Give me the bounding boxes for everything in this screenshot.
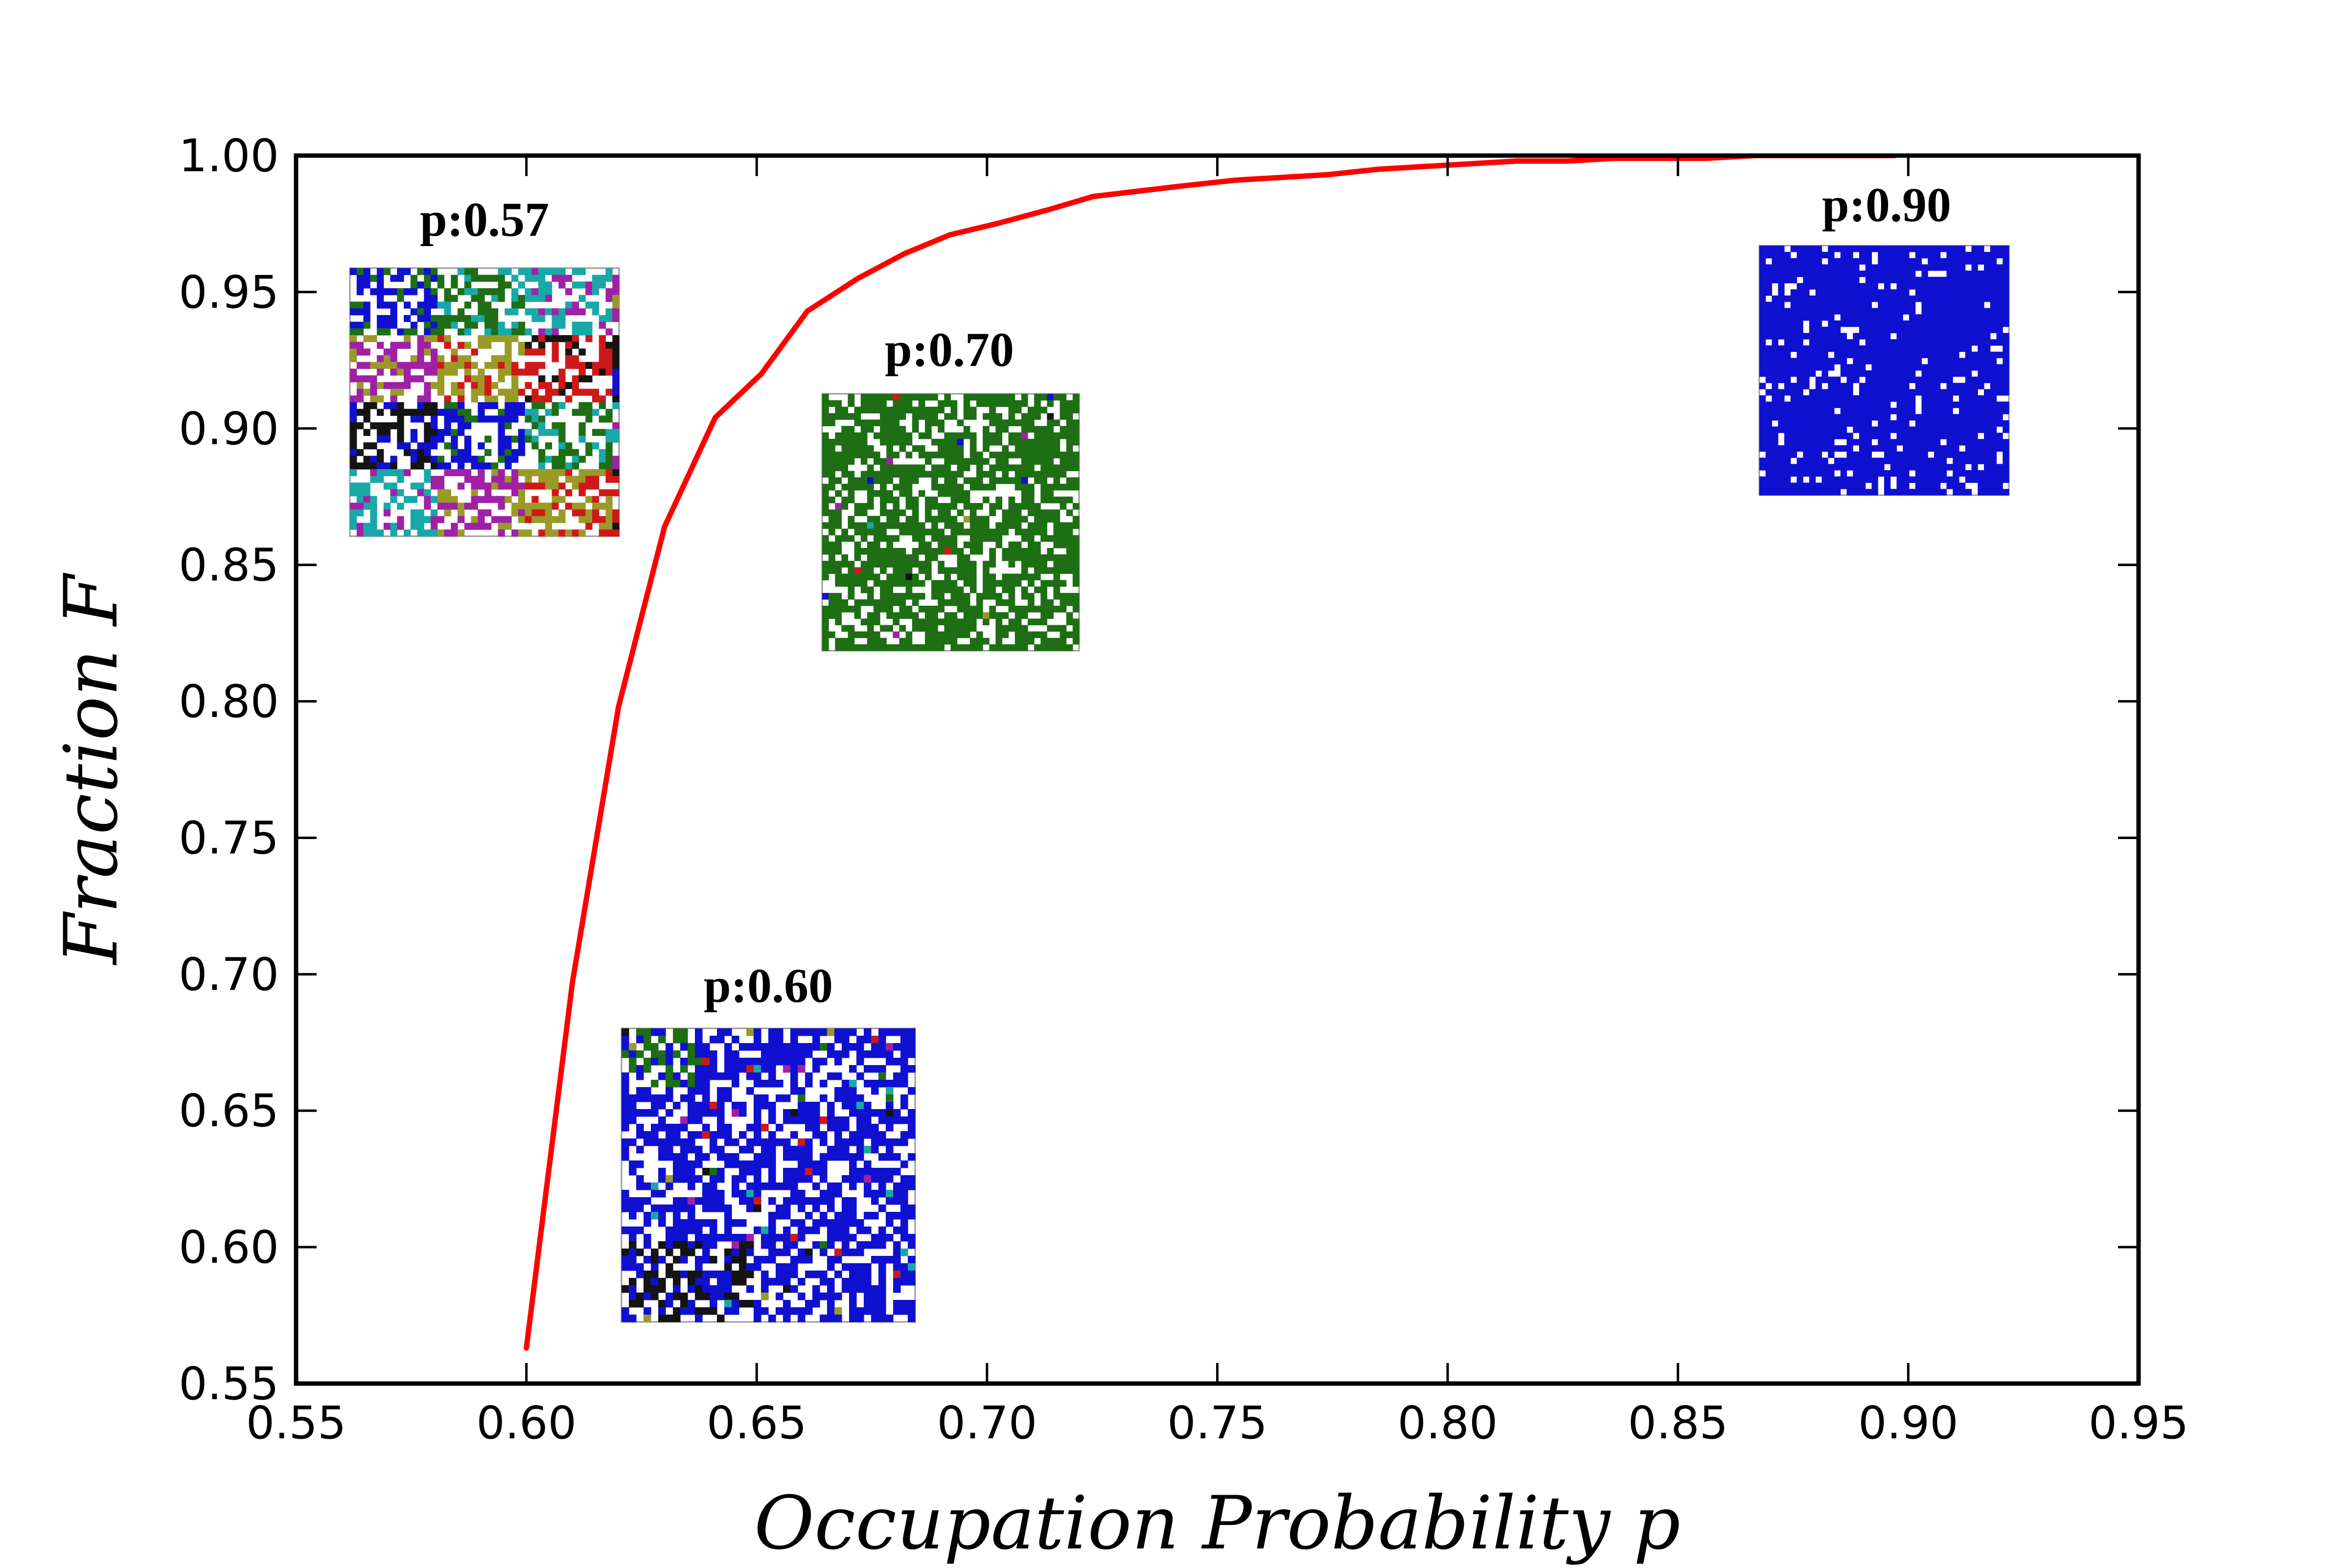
x-tick-label: 0.85 [1628, 1397, 1728, 1449]
inset-snapshot: p:0.90 [1758, 178, 2010, 496]
y-tick-label: 0.95 [179, 266, 279, 318]
x-tick-label: 0.75 [1167, 1397, 1267, 1449]
y-tick-label: 0.55 [179, 1358, 279, 1410]
x-tick-label: 0.60 [476, 1397, 576, 1449]
inset-label: p:0.90 [1822, 178, 1951, 232]
inset-snapshot: p:0.60 [621, 958, 916, 1323]
inset-snapshot: p:0.57 [349, 192, 620, 537]
x-tick-label: 0.90 [1858, 1397, 1958, 1449]
inset-snapshot: p:0.70 [821, 322, 1080, 652]
inset-label: p:0.70 [885, 322, 1014, 377]
y-tick-label: 1.00 [179, 130, 279, 182]
y-tick-label: 0.90 [179, 403, 279, 455]
x-tick-label: 0.70 [937, 1397, 1037, 1449]
inset-label: p:0.60 [704, 958, 833, 1013]
y-tick-label: 0.60 [179, 1221, 279, 1273]
y-tick-label: 0.65 [179, 1085, 279, 1137]
y-tick-label: 0.85 [179, 539, 279, 591]
inset-label: p:0.57 [420, 192, 549, 247]
y-axis-title: Fraction F [49, 572, 134, 966]
fraction-curve [524, 156, 1897, 1351]
y-tick-label: 0.75 [179, 812, 279, 864]
x-tick-label: 0.65 [707, 1397, 807, 1449]
x-tick-label: 0.80 [1398, 1397, 1498, 1449]
y-tick-label: 0.80 [179, 676, 279, 728]
y-tick-label: 0.70 [179, 948, 279, 1000]
inset-layer: p:0.57 p:0.60 p:0.70 p:0.90 [349, 178, 2010, 1323]
x-tick-label: 0.95 [2089, 1397, 2189, 1449]
x-tick-label: 0.55 [246, 1397, 346, 1449]
curve-layer [524, 156, 1897, 1351]
x-axis-title: Occupation Probability p [754, 1481, 1681, 1566]
ticks-layer: 0.55 0.60 0.65 0.70 0.75 0.80 0.85 0.90 0.95 0.55… [179, 130, 2188, 1449]
